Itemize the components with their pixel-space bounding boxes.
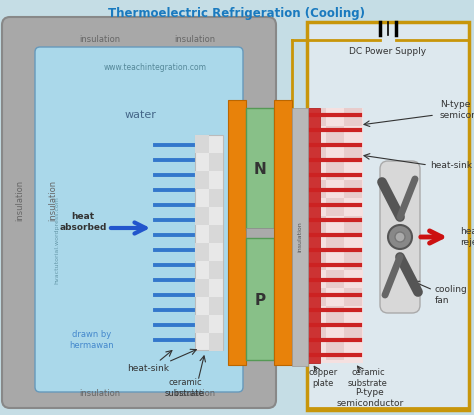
Bar bbox=[344, 288, 362, 306]
Text: heat-sink: heat-sink bbox=[127, 364, 169, 373]
Text: insulation: insulation bbox=[16, 179, 25, 220]
Bar bbox=[308, 324, 326, 342]
Text: water: water bbox=[124, 110, 156, 120]
Text: www.teachintegration.com: www.teachintegration.com bbox=[103, 63, 207, 71]
Bar bbox=[344, 108, 362, 126]
Bar bbox=[326, 234, 344, 252]
Text: heat-sink: heat-sink bbox=[430, 161, 472, 169]
Bar bbox=[209, 153, 223, 171]
Text: drawn by
hermawan: drawn by hermawan bbox=[70, 330, 114, 350]
Bar bbox=[195, 171, 209, 189]
Text: P-type
semiconductor: P-type semiconductor bbox=[337, 388, 404, 408]
Text: insulation: insulation bbox=[48, 179, 57, 220]
Text: DC Power Supply: DC Power Supply bbox=[349, 47, 427, 56]
Bar bbox=[308, 108, 320, 363]
Text: N: N bbox=[254, 161, 266, 176]
Bar bbox=[308, 288, 326, 306]
Bar bbox=[209, 333, 223, 351]
Bar bbox=[246, 108, 274, 230]
Bar bbox=[246, 238, 274, 360]
Bar bbox=[209, 297, 223, 315]
Bar bbox=[326, 162, 344, 180]
Bar bbox=[209, 225, 223, 243]
Text: insulation: insulation bbox=[80, 388, 120, 398]
Bar bbox=[308, 180, 326, 198]
Text: ceramic
substrate: ceramic substrate bbox=[165, 378, 205, 398]
Text: insulation: insulation bbox=[174, 34, 216, 44]
Bar bbox=[326, 126, 344, 144]
Circle shape bbox=[388, 225, 412, 249]
Text: P: P bbox=[255, 293, 265, 308]
Bar bbox=[344, 252, 362, 270]
Bar bbox=[308, 252, 326, 270]
Circle shape bbox=[395, 232, 405, 242]
Text: Thermoelectric Refrigeration (Cooling): Thermoelectric Refrigeration (Cooling) bbox=[109, 7, 365, 20]
Bar bbox=[326, 306, 344, 324]
Bar bbox=[344, 144, 362, 162]
Bar bbox=[344, 216, 362, 234]
Text: heat
absorbed: heat absorbed bbox=[59, 212, 107, 232]
Bar bbox=[344, 324, 362, 342]
Bar bbox=[308, 144, 326, 162]
FancyBboxPatch shape bbox=[380, 161, 420, 313]
Text: hvactutorial.wordpress.com: hvactutorial.wordpress.com bbox=[55, 196, 60, 284]
Text: insulation: insulation bbox=[80, 34, 120, 44]
Bar bbox=[195, 207, 209, 225]
FancyBboxPatch shape bbox=[35, 47, 243, 392]
Bar bbox=[308, 216, 326, 234]
FancyBboxPatch shape bbox=[2, 17, 276, 408]
Text: insulation: insulation bbox=[298, 222, 302, 252]
Bar bbox=[195, 243, 209, 261]
Text: insulation: insulation bbox=[174, 388, 216, 398]
Bar bbox=[292, 108, 308, 366]
Bar bbox=[209, 261, 223, 279]
Bar bbox=[326, 270, 344, 288]
Bar bbox=[228, 100, 246, 365]
Bar bbox=[308, 108, 363, 363]
Bar bbox=[195, 315, 209, 333]
Text: copper
plate: copper plate bbox=[309, 368, 337, 388]
Bar bbox=[308, 108, 326, 126]
Bar bbox=[195, 279, 209, 297]
Text: heat
rejected: heat rejected bbox=[460, 227, 474, 247]
Bar bbox=[307, 22, 469, 410]
Text: cooling
fan: cooling fan bbox=[435, 285, 468, 305]
Bar bbox=[344, 180, 362, 198]
Bar bbox=[195, 135, 223, 350]
Bar bbox=[209, 189, 223, 207]
Text: N-type
semiconductor: N-type semiconductor bbox=[440, 100, 474, 120]
Text: ceramic
substrate: ceramic substrate bbox=[348, 368, 388, 388]
Bar bbox=[274, 100, 292, 365]
Bar bbox=[326, 198, 344, 216]
Bar bbox=[326, 342, 344, 360]
Bar bbox=[246, 228, 274, 240]
Bar bbox=[195, 135, 209, 153]
